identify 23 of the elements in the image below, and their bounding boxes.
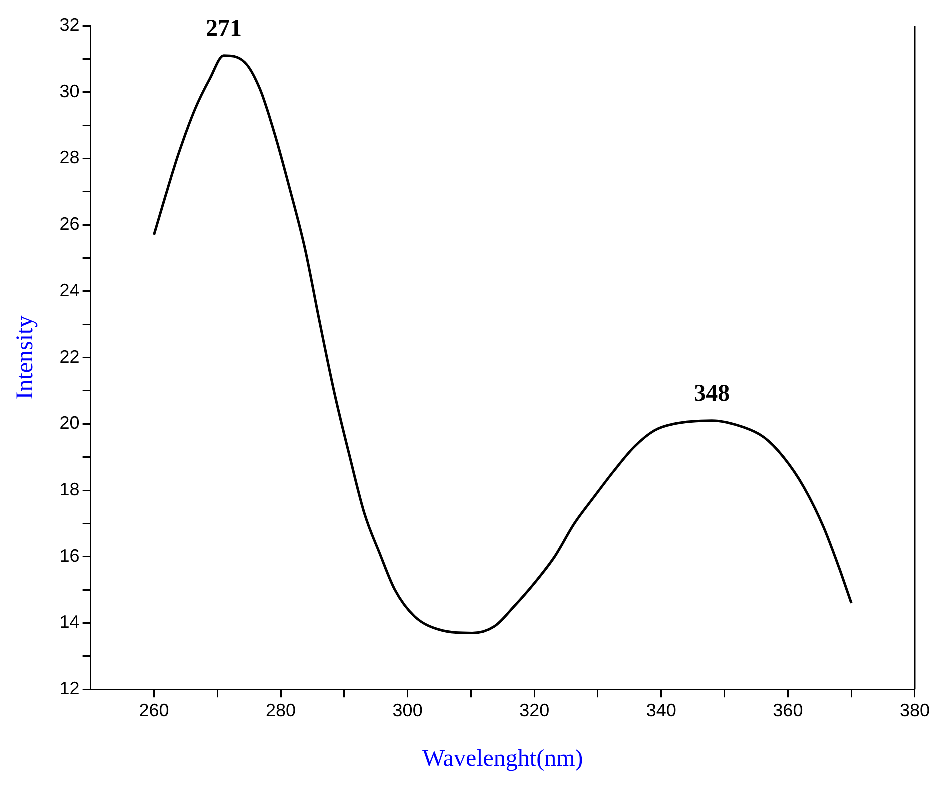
y-tick-label: 20 [60,413,80,434]
x-tick-label: 300 [392,700,423,720]
annotation: 271 [206,16,242,42]
x-tick-label: 380 [900,700,930,720]
y-tick-label: 24 [60,280,80,300]
y-axis-title: Intensity [12,316,39,400]
x-tick-label: 280 [266,700,296,720]
x-tick-label: 360 [773,700,804,720]
y-tick-label: 30 [60,81,80,102]
y-tick-label: 16 [60,546,80,566]
line-series [152,54,853,634]
y-tick-label: 18 [60,479,80,500]
y-tick-label: 28 [60,148,80,168]
y-tick-label: 32 [60,14,80,35]
y-tick-label: 12 [60,678,80,699]
y-tick-label: 26 [60,214,80,234]
x-tick-label: 260 [139,700,170,720]
y-tick-label: 22 [60,346,80,367]
x-axis-title: Wavelenght(nm) [422,746,584,772]
y-tick-label: 14 [60,612,80,632]
x-tick-label: 320 [520,700,550,720]
x-tick-label: 340 [646,700,676,720]
annotation: 348 [694,381,730,408]
